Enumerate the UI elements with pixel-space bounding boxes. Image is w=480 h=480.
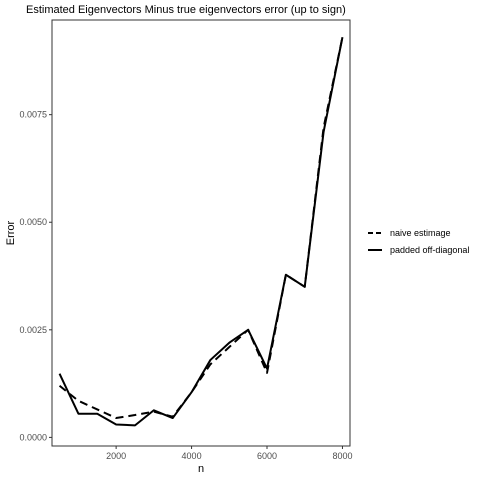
plot-area [51, 19, 351, 447]
legend-label-2: padded off-diagonal [390, 245, 469, 255]
panel-border [51, 19, 351, 447]
chart-title: Estimated Eigenvectors Minus true eigenv… [26, 4, 346, 16]
series-line-2 [58, 37, 344, 427]
x-tick-label: 6000 [257, 451, 277, 461]
x-tick-label: 4000 [182, 451, 202, 461]
y-tick-label: 0.0075 [19, 110, 47, 120]
axes: 2000 4000 6000 8000 0.0000 0.0025 0.0050 0.0075 [19, 110, 352, 461]
x-axis-title: n [198, 463, 204, 475]
x-tick-label: 2000 [106, 451, 126, 461]
y-axis-title: Error [5, 220, 17, 245]
x-tick-label: 8000 [332, 451, 352, 461]
y-tick-label: 0.0025 [19, 325, 47, 335]
y-tick-label: 0.0000 [19, 432, 47, 442]
legend-label-1: naive estimage [390, 228, 451, 238]
legend: naive estimage padded off-diagonal [368, 228, 469, 255]
y-tick-label: 0.0050 [19, 217, 47, 227]
